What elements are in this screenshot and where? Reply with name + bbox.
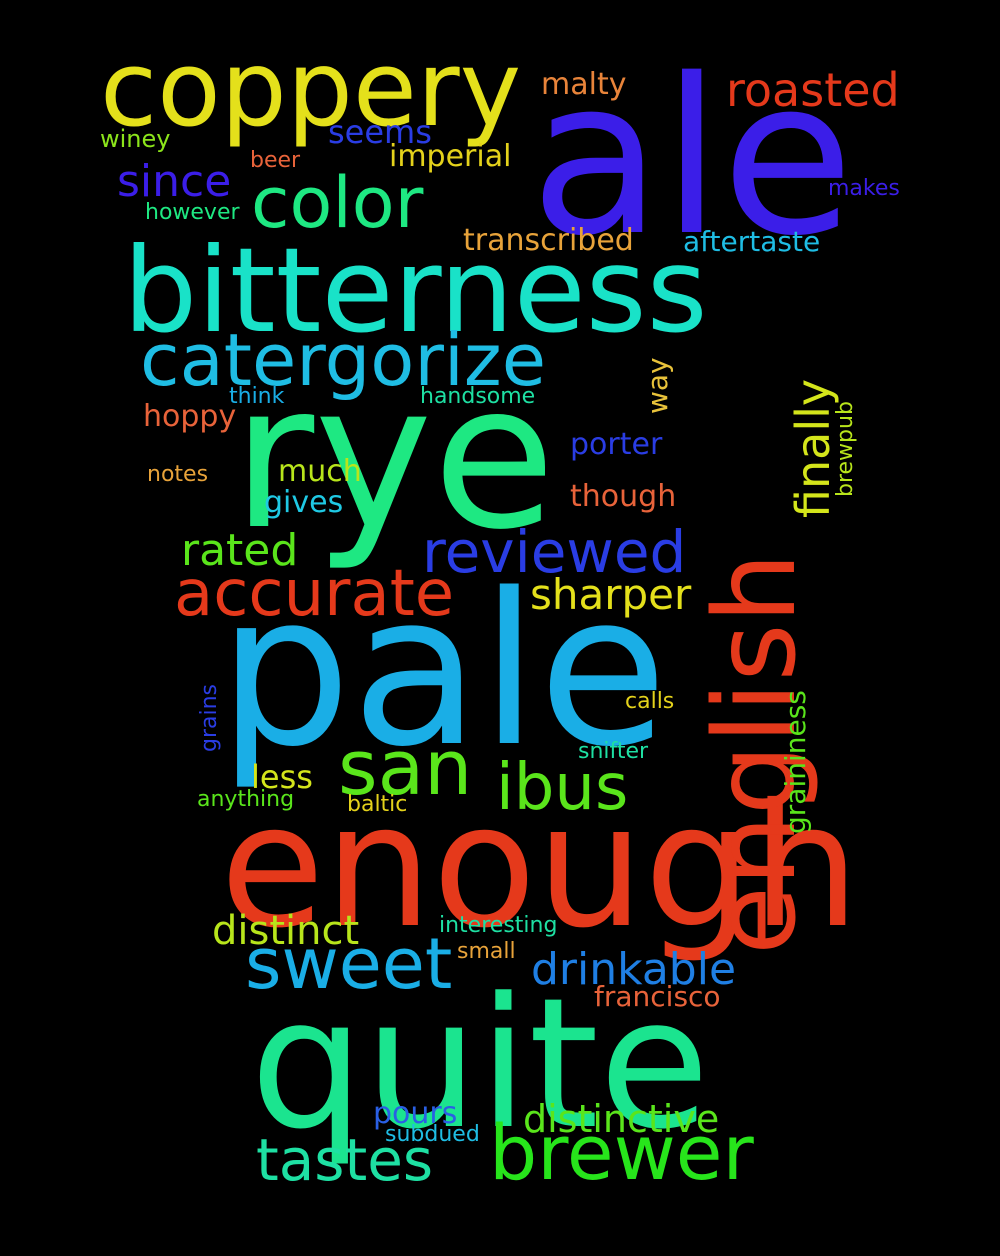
word-seems: seems	[328, 113, 432, 151]
word-brewpub: brewpub	[833, 401, 858, 497]
word-porter: porter	[570, 427, 663, 462]
word-reviewed: reviewed	[422, 518, 687, 586]
word-calls: calls	[625, 689, 675, 714]
word-makes: makes	[828, 176, 900, 201]
word-accurate: accurate	[174, 557, 455, 631]
word-think: think	[229, 384, 285, 409]
word-since: since	[117, 156, 232, 207]
word-grains: grains	[197, 683, 222, 752]
word-snifter: snifter	[578, 739, 649, 764]
word-transcribed: transcribed	[463, 223, 634, 258]
word-pale: pale	[218, 548, 668, 793]
word-aftertaste: aftertaste	[683, 225, 821, 258]
word-distinct: distinct	[212, 908, 360, 954]
word-ibus: ibus	[496, 751, 629, 825]
word-distinctive: distinctive	[523, 1097, 720, 1141]
word-way: way	[641, 357, 674, 414]
word-color: color	[251, 162, 424, 244]
word-sweet: sweet	[245, 923, 453, 1005]
word-quite: quite	[250, 960, 710, 1169]
word-notes: notes	[147, 462, 209, 487]
word-bitterness: bitterness	[123, 222, 708, 359]
word-interesting: interesting	[439, 913, 558, 938]
word-coppery: coppery	[100, 28, 522, 150]
word-roasted: roasted	[726, 63, 900, 117]
word-imperial: imperial	[389, 139, 512, 174]
word-malty: malty	[541, 67, 627, 102]
word-enough: enough	[220, 768, 860, 966]
word-rye: rye	[232, 341, 556, 574]
word-francisco: francisco	[594, 980, 721, 1013]
word-subdued: subdued	[385, 1122, 480, 1147]
word-ale: ale	[530, 32, 854, 283]
word-handsome: handsome	[420, 384, 536, 409]
word-graininess: graininess	[779, 690, 812, 834]
word-gives: gives	[264, 485, 344, 520]
word-though: though	[570, 479, 677, 514]
word-catergorize: catergorize	[140, 318, 547, 402]
word-winey: winey	[100, 125, 171, 153]
word-however: however	[145, 200, 240, 225]
word-much: much	[278, 454, 362, 489]
word-beer: beer	[250, 148, 301, 173]
word-tastes: tastes	[256, 1126, 434, 1194]
word-rated: rated	[181, 525, 299, 576]
word-small: small	[457, 939, 516, 964]
word-baltic: baltic	[347, 792, 408, 817]
word-san: san	[338, 723, 473, 812]
word-pours: pours	[373, 1096, 458, 1131]
word-finally: finally	[786, 378, 840, 518]
word-hoppy: hoppy	[143, 399, 237, 434]
word-sharper: sharper	[530, 570, 692, 619]
word-less: less	[251, 758, 313, 796]
word-drinkable: drinkable	[531, 944, 737, 995]
word-brewer: brewer	[489, 1108, 754, 1197]
word-anything: anything	[197, 787, 295, 812]
